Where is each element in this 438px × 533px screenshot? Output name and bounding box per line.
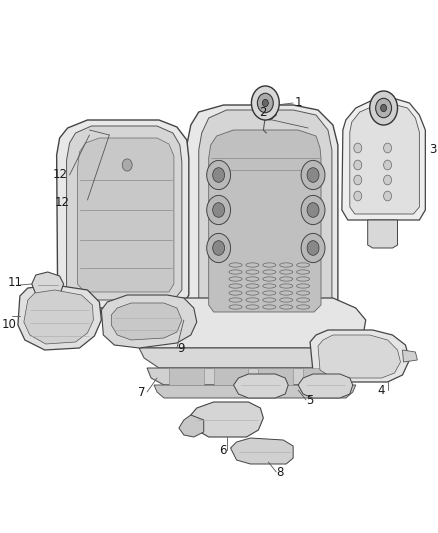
Circle shape — [354, 191, 362, 201]
Circle shape — [381, 104, 387, 111]
Polygon shape — [310, 330, 410, 382]
Circle shape — [370, 91, 398, 125]
Circle shape — [213, 203, 225, 217]
Polygon shape — [131, 298, 366, 348]
Polygon shape — [32, 272, 64, 298]
Polygon shape — [67, 126, 182, 300]
Circle shape — [258, 93, 273, 113]
Polygon shape — [78, 138, 174, 292]
Circle shape — [354, 175, 362, 185]
Circle shape — [262, 99, 268, 107]
Polygon shape — [139, 348, 363, 368]
Text: 12: 12 — [52, 168, 67, 182]
Text: 1: 1 — [294, 96, 302, 109]
Circle shape — [384, 143, 392, 153]
Polygon shape — [154, 385, 356, 398]
Circle shape — [251, 86, 279, 120]
Circle shape — [301, 233, 325, 263]
Circle shape — [376, 98, 392, 118]
Polygon shape — [350, 104, 419, 214]
Circle shape — [301, 160, 325, 190]
Circle shape — [384, 160, 392, 170]
Polygon shape — [214, 368, 248, 385]
Polygon shape — [367, 220, 398, 248]
Circle shape — [122, 159, 132, 171]
Polygon shape — [199, 110, 332, 323]
Polygon shape — [111, 303, 182, 340]
Circle shape — [307, 241, 319, 255]
Polygon shape — [230, 438, 293, 464]
Circle shape — [207, 233, 230, 263]
Polygon shape — [256, 106, 276, 120]
Polygon shape — [318, 335, 400, 378]
Polygon shape — [403, 350, 417, 362]
Circle shape — [207, 196, 230, 224]
Polygon shape — [258, 368, 293, 385]
Text: 6: 6 — [219, 443, 226, 456]
Polygon shape — [179, 415, 204, 437]
Circle shape — [354, 143, 362, 153]
Polygon shape — [147, 368, 360, 385]
Polygon shape — [342, 98, 425, 220]
Text: 8: 8 — [276, 465, 284, 479]
Text: 4: 4 — [378, 384, 385, 397]
Text: 10: 10 — [2, 319, 17, 332]
Polygon shape — [57, 120, 189, 308]
Circle shape — [384, 191, 392, 201]
Text: 7: 7 — [138, 385, 146, 399]
Polygon shape — [191, 402, 263, 437]
Circle shape — [213, 168, 225, 182]
Circle shape — [307, 203, 319, 217]
Polygon shape — [18, 285, 101, 350]
Polygon shape — [101, 295, 197, 348]
Text: 3: 3 — [429, 143, 437, 157]
Circle shape — [354, 160, 362, 170]
Text: 9: 9 — [177, 342, 184, 354]
Polygon shape — [233, 374, 288, 398]
Circle shape — [307, 168, 319, 182]
Text: 2: 2 — [259, 106, 266, 119]
Text: 12: 12 — [55, 196, 70, 208]
Circle shape — [207, 160, 230, 190]
Text: 11: 11 — [8, 276, 23, 288]
Polygon shape — [187, 105, 338, 330]
Circle shape — [301, 196, 325, 224]
Polygon shape — [208, 130, 321, 312]
Polygon shape — [298, 374, 353, 398]
Polygon shape — [24, 290, 93, 344]
Circle shape — [213, 241, 225, 255]
Polygon shape — [303, 368, 338, 385]
Polygon shape — [169, 368, 204, 385]
Text: 5: 5 — [306, 393, 314, 407]
Circle shape — [384, 175, 392, 185]
